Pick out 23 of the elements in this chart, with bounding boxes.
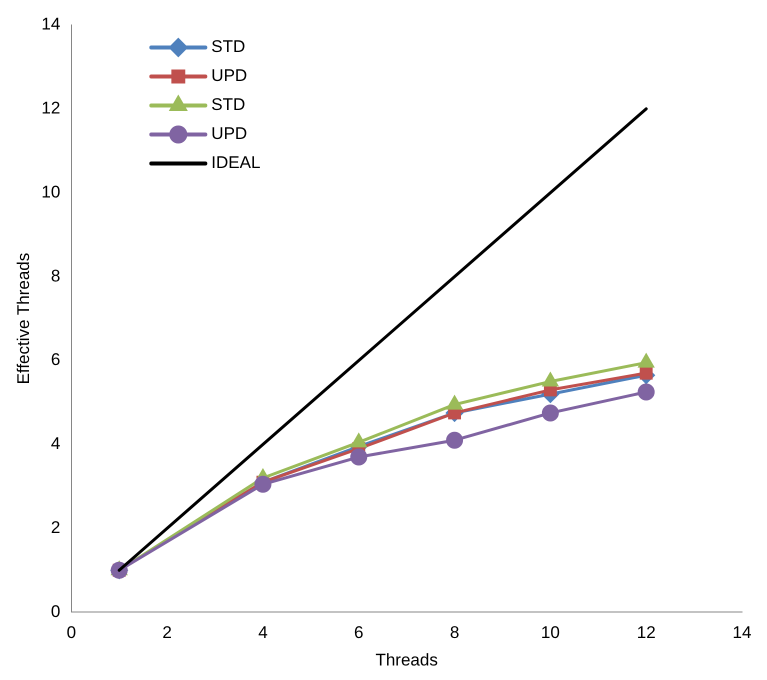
y-axis-title: Effective Threads — [14, 252, 33, 384]
x-tick-label: 0 — [66, 623, 76, 642]
legend-label: IDEAL — [211, 153, 260, 172]
x-tick-label: 14 — [732, 623, 752, 642]
y-tick-label: 0 — [50, 602, 60, 621]
x-tick-label: 8 — [450, 623, 460, 642]
y-tick-label: 6 — [50, 350, 60, 370]
y-tick-label: 4 — [50, 434, 60, 454]
x-tick-label: 10 — [540, 623, 560, 642]
legend-label: UPD — [211, 66, 248, 86]
y-tick-label: 14 — [41, 14, 60, 34]
legend-label: STD — [211, 95, 246, 114]
legend-label: UPD — [211, 124, 248, 144]
x-tick-label: 2 — [162, 623, 172, 642]
x-tick-label: 4 — [258, 623, 268, 642]
x-tick-label: 6 — [354, 623, 364, 642]
y-tick-label: 12 — [41, 98, 60, 118]
x-tick-label: 12 — [636, 623, 656, 642]
y-tick-label: 8 — [50, 266, 60, 286]
y-tick-label: 10 — [41, 182, 60, 202]
x-axis-title: Threads — [375, 650, 438, 670]
y-tick-label: 2 — [50, 518, 60, 537]
legend-label: STD — [211, 37, 246, 56]
